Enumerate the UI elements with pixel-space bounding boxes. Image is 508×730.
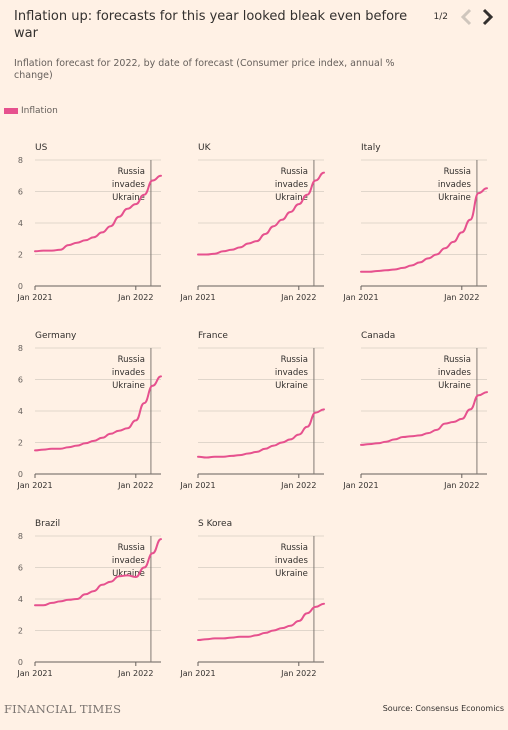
chart-panel: US 0 2 4 6 8 Jan 2021 Jan 2022 Russia invades Ukra… — [16, 143, 162, 302]
x-tick-label: Jan 2021 — [16, 481, 52, 490]
annotation-label: Ukraine — [275, 569, 308, 579]
annotation-label: Ukraine — [438, 193, 471, 203]
y-tick-label: 8 — [18, 344, 23, 353]
x-tick-label: Jan 2021 — [342, 293, 378, 302]
x-tick-label: Jan 2022 — [443, 293, 479, 302]
chart-subtitle: Inflation forecast for 2022, by date of … — [14, 58, 395, 81]
y-tick-label: 4 — [18, 595, 23, 604]
series-line — [34, 375, 162, 452]
x-tick-label: Jan 2022 — [117, 669, 153, 678]
y-tick-label: 8 — [18, 156, 23, 165]
next-page-button[interactable] — [480, 8, 494, 26]
y-tick-label: 8 — [18, 532, 23, 541]
annotation-label: Ukraine — [275, 381, 308, 391]
annotation-label: invades — [438, 180, 472, 190]
x-tick-label: Jan 2022 — [117, 481, 153, 490]
x-tick-label: Jan 2021 — [16, 293, 52, 302]
annotation-label: Russia — [281, 355, 308, 365]
series-line — [34, 538, 162, 607]
series-line — [197, 171, 325, 256]
chart-panel: UK Jan 2021 Jan 2022 Russia invades Ukraine — [179, 143, 325, 302]
source-note: Source: Consensus Economics — [382, 704, 504, 713]
annotation-label: Ukraine — [112, 569, 145, 579]
x-tick-label: Jan 2021 — [179, 293, 215, 302]
x-tick-label: Jan 2022 — [443, 481, 479, 490]
series-line — [360, 391, 488, 446]
legend-swatch — [4, 108, 18, 114]
y-tick-label: 4 — [18, 219, 23, 228]
annotation-label: invades — [112, 556, 146, 566]
annotation-label: Russia — [281, 167, 308, 177]
y-tick-label: 2 — [18, 627, 23, 636]
annotation-label: Ukraine — [112, 193, 145, 203]
y-tick-label: 6 — [18, 564, 23, 573]
annotation-label: Ukraine — [438, 381, 471, 391]
panel-title: Canada — [361, 331, 395, 341]
annotation-label: invades — [275, 180, 309, 190]
y-tick-label: 0 — [18, 282, 23, 291]
y-tick-label: 0 — [18, 658, 23, 667]
series-line — [34, 174, 162, 253]
chevron-right-icon — [482, 8, 494, 26]
x-tick-label: Jan 2021 — [179, 481, 215, 490]
chart-panel: Canada Jan 2021 Jan 2022 Russia invades Ukrai… — [342, 331, 488, 490]
chart-panel: Germany 0 2 4 6 8 Jan 2021 Jan 2022 Russia invade… — [16, 331, 162, 490]
series-line — [197, 602, 325, 641]
chart-title: Inflation up: forecasts for this year lo… — [14, 9, 408, 41]
annotation-label: invades — [275, 556, 309, 566]
panel-title: Brazil — [35, 519, 60, 529]
series-line — [197, 408, 325, 459]
annotation-label: invades — [112, 368, 146, 378]
annotation-label: Russia — [118, 167, 145, 177]
x-tick-label: Jan 2022 — [280, 481, 316, 490]
y-tick-label: 2 — [18, 251, 23, 260]
previous-page-button[interactable] — [460, 8, 474, 26]
panel-title: UK — [198, 143, 212, 153]
panel-title: S Korea — [198, 519, 232, 529]
legend: Inflation — [4, 106, 58, 116]
x-tick-label: Jan 2021 — [179, 669, 215, 678]
annotation-label: Russia — [444, 167, 471, 177]
y-tick-label: 0 — [18, 470, 23, 479]
panel-title: US — [35, 143, 48, 153]
pager: 1/2 — [434, 8, 494, 26]
x-tick-label: Jan 2022 — [117, 293, 153, 302]
annotation-label: invades — [112, 180, 146, 190]
annotation-label: Russia — [118, 543, 145, 553]
annotation-label: Ukraine — [275, 193, 308, 203]
chart-panel: S Korea Jan 2021 Jan 2022 Russia invades Ukra… — [179, 519, 325, 678]
x-tick-label: Jan 2022 — [280, 293, 316, 302]
x-tick-label: Jan 2022 — [280, 669, 316, 678]
chart-panel: Brazil 0 2 4 6 8 Jan 2021 Jan 2022 Russia invades… — [16, 519, 162, 678]
annotation-label: Ukraine — [112, 381, 145, 391]
annotation-label: Russia — [444, 355, 471, 365]
y-tick-label: 2 — [18, 439, 23, 448]
annotation-label: invades — [275, 368, 309, 378]
chevron-left-icon — [460, 8, 472, 26]
y-tick-label: 6 — [18, 188, 23, 197]
panel-title: France — [198, 331, 228, 341]
pager-count: 1/2 — [433, 12, 448, 22]
panel-title: Germany — [35, 331, 77, 341]
annotation-label: Russia — [281, 543, 308, 553]
x-tick-label: Jan 2021 — [342, 481, 378, 490]
y-tick-label: 6 — [18, 376, 23, 385]
x-tick-label: Jan 2021 — [16, 669, 52, 678]
y-tick-label: 4 — [18, 407, 23, 416]
small-multiples-charts: US 0 2 4 6 8 Jan 2021 Jan 2022 Russia invades Ukra… — [16, 143, 488, 678]
annotation-label: invades — [438, 368, 472, 378]
chart-panel: France Jan 2021 Jan 2022 Russia invades Ukrai… — [179, 331, 325, 490]
brand-logo: FINANCIAL TIMES — [4, 702, 122, 716]
panel-title: Italy — [361, 143, 381, 153]
legend-label: Inflation — [21, 106, 58, 116]
series-line — [360, 187, 488, 273]
annotation-label: Russia — [118, 355, 145, 365]
chart-panel: Italy Jan 2021 Jan 2022 Russia invades Ukrain… — [342, 143, 488, 302]
